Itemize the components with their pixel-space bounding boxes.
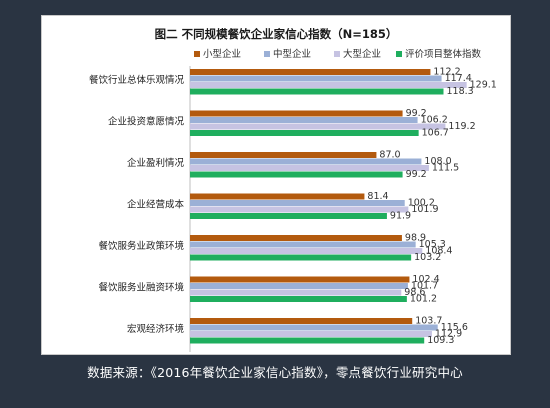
legend-swatch-2 — [264, 51, 270, 57]
data-label-2-4: 106.7 — [422, 128, 449, 139]
bar-6-4 — [190, 296, 407, 302]
bar-1-3 — [190, 82, 467, 88]
legend-label-2: 中型企业 — [273, 48, 311, 60]
data-label-5-2: 105.3 — [419, 239, 446, 250]
screen-frame: 图二 不同规模餐饮企业家信心指数（N=185） 小型企业 中型企业 大型企业 评价项目整… — [6, 6, 544, 402]
legend-label-1: 小型企业 — [203, 48, 241, 60]
data-label-6-3: 98.6 — [404, 287, 425, 298]
legend-swatch-1 — [194, 51, 200, 57]
data-label-5-4: 103.2 — [414, 252, 441, 263]
bar-3-2 — [190, 158, 422, 165]
bar-4-2 — [190, 200, 405, 206]
data-label-4-1: 81.4 — [367, 191, 388, 202]
bar-7-2 — [190, 324, 438, 331]
data-label-1-4: 118.3 — [447, 86, 474, 97]
data-label-6-2: 101.7 — [411, 281, 438, 292]
data-label-6-4: 101.2 — [410, 294, 437, 305]
chart-panel: 图二 不同规模餐饮企业家信心指数（N=185） 小型企业 中型企业 大型企业 评价项目整… — [42, 16, 510, 354]
category-label-2: 企业投资意愿情况 — [108, 116, 185, 128]
bar-3-1 — [190, 152, 377, 158]
data-label-3-2: 108.0 — [424, 156, 451, 167]
data-label-7-1: 103.7 — [415, 316, 442, 327]
bar-5-2 — [190, 241, 416, 248]
bar-5-4 — [190, 254, 412, 261]
legend-swatch-4 — [396, 51, 402, 57]
bar-7-4 — [190, 337, 425, 344]
legend-label-3: 大型企业 — [343, 48, 381, 60]
bar-4-4 — [190, 213, 387, 219]
source-caption: 数据来源：《2016年餐饮企业家信心指数》，零点餐饮行业研究中心 — [87, 365, 463, 380]
data-label-3-1: 87.0 — [379, 150, 400, 161]
bar-chart: 图二 不同规模餐饮企业家信心指数（N=185） 小型企业 中型企业 大型企业 评价项目整… — [89, 27, 497, 352]
category-label-3: 企业盈利情况 — [127, 157, 185, 169]
bar-6-3 — [190, 289, 402, 296]
data-label-4-4: 91.9 — [390, 211, 411, 222]
data-label-4-3: 101.9 — [411, 204, 438, 215]
data-label-2-2: 106.2 — [421, 115, 448, 126]
data-label-1-2: 117.4 — [445, 73, 472, 84]
data-label-5-1: 98.9 — [405, 233, 426, 244]
bar-3-4 — [190, 171, 403, 178]
data-label-1-3: 129.1 — [470, 80, 497, 91]
data-label-7-3: 112.9 — [435, 329, 462, 340]
data-label-1-1: 112.2 — [433, 67, 460, 78]
bar-4-1 — [190, 193, 365, 200]
data-label-7-4: 109.3 — [427, 335, 454, 346]
category-label-5: 餐饮服务业政策环境 — [98, 240, 184, 252]
category-label-7: 宏观经济环境 — [127, 323, 185, 335]
bar-2-2 — [190, 117, 418, 123]
category-label-1: 餐饮行业总体乐观情况 — [89, 74, 185, 86]
bar-5-3 — [190, 248, 423, 254]
bar-6-1 — [190, 276, 410, 283]
data-label-3-3: 111.5 — [432, 163, 459, 174]
data-label-6-1: 102.4 — [412, 274, 439, 285]
data-label-2-1: 99.2 — [406, 108, 427, 119]
data-label-7-2: 115.6 — [441, 322, 468, 333]
legend-swatch-3 — [334, 51, 340, 57]
bar-1-2 — [190, 75, 442, 82]
bar-7-1 — [190, 318, 413, 324]
legend-label-4: 评价项目整体指数 — [405, 48, 482, 60]
data-label-3-4: 99.2 — [406, 169, 427, 180]
category-label-6: 餐饮服务业融资环境 — [98, 282, 184, 294]
bar-1-4 — [190, 88, 444, 95]
bar-7-3 — [190, 331, 432, 337]
bar-4-3 — [190, 206, 409, 213]
bar-3-3 — [190, 165, 429, 171]
bar-2-1 — [190, 110, 403, 117]
bar-6-2 — [190, 283, 408, 289]
category-label-4: 企业经营成本 — [127, 199, 185, 211]
data-label-4-2: 100.2 — [408, 198, 435, 209]
data-label-5-3: 108.4 — [425, 246, 452, 257]
data-label-2-3: 119.2 — [448, 121, 475, 132]
bar-1-1 — [190, 69, 431, 75]
chart-title: 图二 不同规模餐饮企业家信心指数（N=185） — [155, 27, 398, 41]
bar-2-4 — [190, 130, 419, 136]
bar-5-1 — [190, 235, 402, 241]
bar-2-3 — [190, 123, 446, 130]
